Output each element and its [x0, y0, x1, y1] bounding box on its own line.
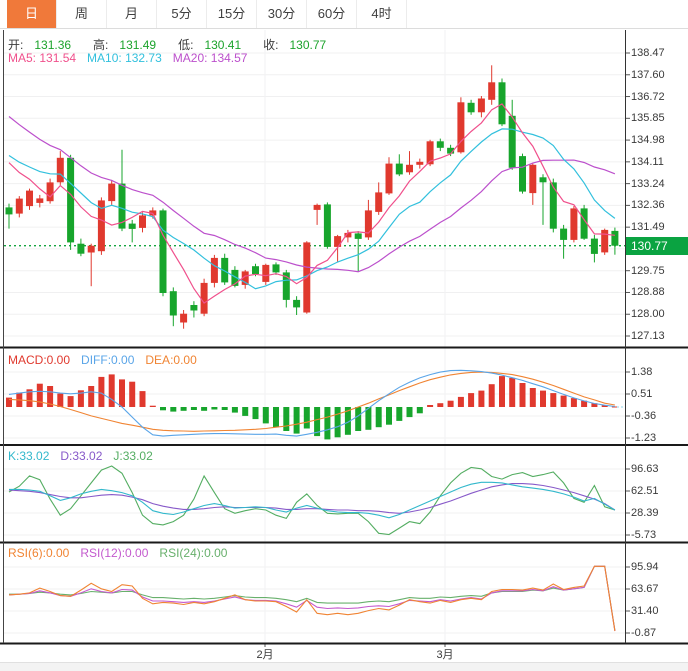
- rsi-lines: [8, 565, 616, 632]
- rsi-row-item: RSI(24):0.00: [159, 546, 228, 560]
- main-y-label: 131.49: [631, 221, 665, 234]
- ma-row-item: MA5: 131.54: [8, 51, 77, 65]
- main-y-label: 134.98: [631, 134, 665, 147]
- main-y-label: 132.36: [631, 199, 665, 212]
- ohlc-label: 开:: [8, 38, 24, 52]
- main-y-label: 133.24: [631, 177, 665, 190]
- tab-period-5[interactable]: 30分: [257, 0, 307, 28]
- ohlc-item: 高: 131.49: [93, 38, 167, 52]
- main-y-label: 134.11: [631, 155, 664, 168]
- tab-period-4[interactable]: 15分: [207, 0, 257, 28]
- ohlc-item: 开: 131.36: [8, 38, 82, 52]
- kdj-row-item: K:33.02: [8, 449, 50, 463]
- main-y-label: 129.75: [631, 264, 665, 277]
- kdj-row-item: D:33.02: [60, 449, 103, 463]
- ohlc-label: 低:: [178, 38, 194, 52]
- ohlc-value: 131.36: [34, 38, 72, 52]
- ma-row-item: MA20: 134.57: [172, 51, 248, 65]
- macd-row-item: DIFF:0.00: [81, 353, 135, 367]
- kdj-readout: K:33.02 D:33.02 J:33.02: [8, 449, 164, 463]
- ma-lines: [8, 103, 616, 304]
- tab-period-7[interactable]: 4时: [357, 0, 407, 28]
- axis-ticks: [264, 52, 630, 647]
- ohlc-item: 收: 130.77: [263, 38, 337, 52]
- ma-row-item: MA10: 132.73: [87, 51, 162, 65]
- macd-y-label: 0.51: [631, 388, 653, 400]
- macd-row-item: DEA:0.00: [145, 353, 197, 367]
- ohlc-value: 131.49: [119, 38, 157, 52]
- rsi-y-label: 95.94: [631, 561, 659, 573]
- main-y-label: 137.60: [631, 68, 665, 81]
- main-y-label: 135.85: [631, 112, 665, 125]
- macd-y-label: -0.36: [631, 410, 657, 422]
- macd-row-item: MACD:0.00: [8, 353, 71, 367]
- period-tabbar: 日周月 5分 15分 30分 60分 4时: [0, 0, 688, 29]
- kdj-y-label: -5.73: [631, 529, 657, 541]
- tab-period-6[interactable]: 60分: [307, 0, 357, 28]
- main-y-label: 136.72: [631, 90, 665, 103]
- ohlc-value: 130.41: [204, 38, 242, 52]
- candlestick-layer: [5, 65, 619, 329]
- main-y-label: 127.13: [631, 330, 665, 342]
- ohlc-label: 收:: [263, 38, 279, 52]
- macd-y-label: 1.38: [631, 366, 653, 378]
- kdj-y-label: 28.39: [631, 507, 659, 519]
- tab-period-0[interactable]: 日: [7, 0, 57, 28]
- x-axis-month-label: 3月: [436, 649, 454, 661]
- rsi-y-label: -0.87: [631, 627, 657, 639]
- rsi-readout: RSI(6):0.00 RSI(12):0.00 RSI(24):0.00: [8, 546, 238, 560]
- current-price-badge: 130.77: [626, 237, 688, 255]
- macd-histogram: [6, 374, 618, 440]
- main-y-label: 128.88: [631, 286, 665, 299]
- rsi-row-item: RSI(6):0.00: [8, 546, 70, 560]
- rsi-y-label: 31.40: [631, 605, 659, 617]
- x-axis-month-label: 2月: [256, 649, 274, 661]
- kdj-y-label: 96.63: [631, 463, 659, 475]
- macd-lines: [8, 369, 624, 437]
- tab-period-2[interactable]: 月: [107, 0, 157, 28]
- main-y-label: 128.00: [631, 308, 665, 321]
- ohlc-readout: 开: 131.36 高: 131.49 低: 130.41 收: 130.77: [8, 36, 348, 53]
- kdj-y-label: 62.51: [631, 485, 659, 497]
- ohlc-value: 130.77: [289, 38, 327, 52]
- rsi-y-label: 63.67: [631, 583, 659, 595]
- ohlc-label: 高:: [93, 38, 109, 52]
- kdj-row-item: J:33.02: [113, 449, 153, 463]
- ohlc-item: 低: 130.41: [178, 38, 252, 52]
- macd-readout: MACD:0.00 DIFF:0.00 DEA:0.00: [8, 353, 208, 367]
- kdj-lines: [8, 465, 616, 536]
- macd-y-label: -1.23: [631, 432, 657, 444]
- rsi-row-item: RSI(12):0.00: [80, 546, 149, 560]
- tab-period-1[interactable]: 周: [57, 0, 107, 28]
- panel-borders: [0, 30, 688, 671]
- ma-readout: MA5: 131.54 MA10: 132.73 MA20: 134.57: [8, 51, 258, 65]
- main-y-label: 138.47: [631, 47, 665, 59]
- tab-period-3[interactable]: 5分: [157, 0, 207, 28]
